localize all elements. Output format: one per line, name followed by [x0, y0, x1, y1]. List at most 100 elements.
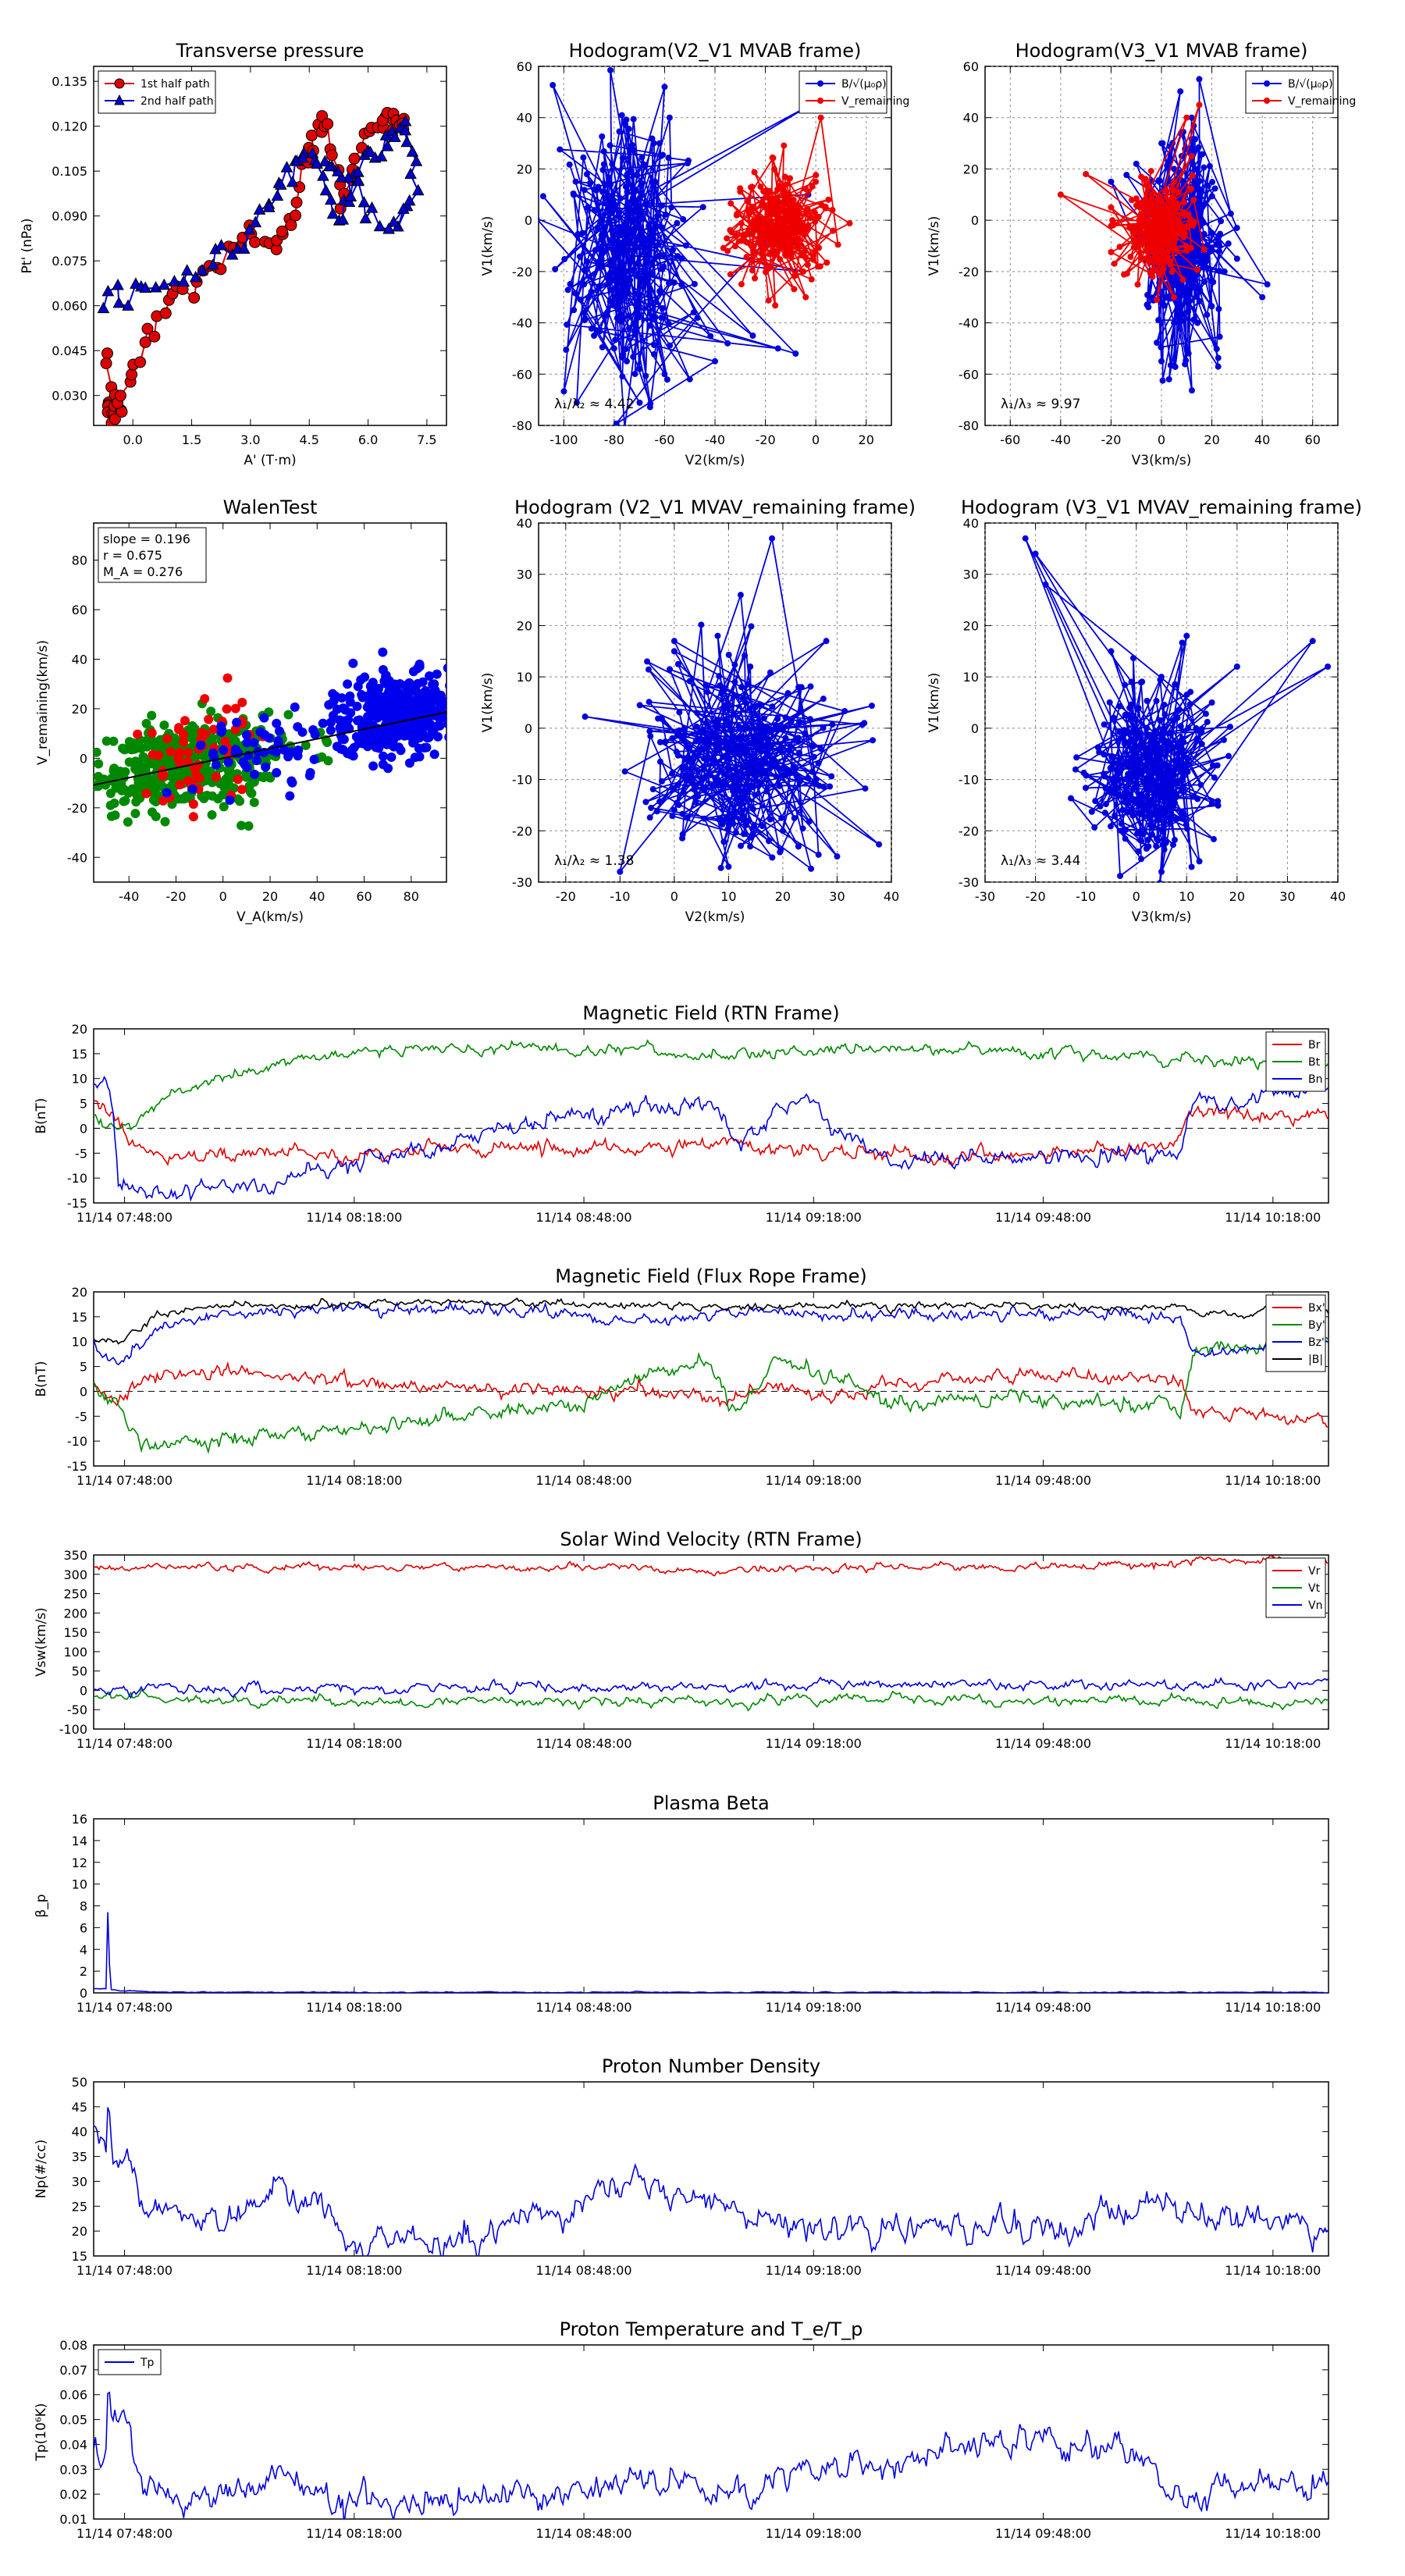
hodogram-point — [766, 251, 773, 258]
hodogram-point — [637, 231, 644, 238]
hodogram-point — [1158, 674, 1165, 681]
hodogram-point — [669, 770, 676, 777]
hodogram-point — [1158, 343, 1165, 350]
hodogram-point — [1131, 236, 1138, 243]
eigenvalue-ratio: λ₁/λ₃ ≈ 9.97 — [1001, 397, 1080, 412]
hodogram-point — [1101, 809, 1108, 817]
hodogram-point — [1133, 195, 1140, 202]
scatter-point — [429, 687, 439, 697]
hodogram-point — [621, 246, 628, 253]
data-point — [215, 238, 228, 251]
hodogram-point — [616, 128, 623, 135]
hodogram-point — [655, 241, 662, 248]
hodogram-point — [674, 660, 681, 667]
hodogram-point — [581, 309, 588, 316]
hodogram-point — [620, 229, 627, 237]
hodogram-point — [1121, 799, 1128, 806]
y-tick-label: -10 — [512, 773, 532, 788]
eigenvalue-ratio: λ₁/λ₃ ≈ 3.44 — [1001, 853, 1080, 869]
hodogram-point — [694, 315, 701, 322]
x-tick-label: 3.0 — [240, 432, 260, 447]
x-tick-label: 40 — [1254, 432, 1270, 447]
scatter-point — [250, 769, 260, 779]
scatter-point — [427, 727, 437, 737]
data-point — [108, 413, 121, 425]
hodogram-point — [730, 820, 737, 827]
hodogram-point — [702, 756, 710, 763]
hodogram-point — [1144, 774, 1151, 781]
hodogram-point — [1155, 192, 1162, 199]
data-point — [336, 213, 350, 225]
hodogram-point — [1190, 222, 1197, 229]
hodogram-point — [665, 155, 672, 162]
hodogram-point — [699, 728, 706, 735]
hodogram-point — [1204, 182, 1211, 189]
data-point — [348, 152, 361, 165]
hodogram-point — [1116, 703, 1123, 710]
x-tick-label: 10 — [720, 889, 736, 904]
hodogram-point — [716, 673, 723, 680]
hodogram-point — [593, 187, 600, 194]
hodogram-point — [624, 284, 631, 291]
data-point — [101, 347, 113, 360]
hodogram-point — [823, 259, 831, 266]
hodogram-point — [1159, 825, 1166, 832]
hodogram-point — [1175, 189, 1182, 196]
y-axis-label: V1(km/s) — [927, 216, 942, 276]
scatter-point — [130, 764, 140, 774]
hodogram-point — [1214, 762, 1221, 769]
hodogram-point — [776, 782, 783, 789]
scatter-point — [456, 724, 465, 734]
y-tick-label: 250 — [63, 1587, 87, 1602]
hodogram-point — [654, 212, 661, 219]
scatter-point — [222, 673, 233, 683]
hodogram-point — [774, 715, 781, 722]
data-point — [97, 301, 110, 314]
scatter-point — [188, 812, 198, 822]
scatter-point — [260, 730, 270, 740]
hodogram-point — [648, 804, 655, 811]
hodogram-point — [760, 756, 767, 763]
hodogram-point — [1147, 270, 1154, 277]
y-tick-label: 4 — [80, 1942, 87, 1957]
x-tick-label: 11/14 10:18:00 — [1225, 2263, 1321, 2278]
hodogram-point — [1153, 205, 1160, 212]
legend-label: Tp — [140, 2357, 155, 2369]
scatter-point — [147, 728, 157, 738]
hodogram-point — [567, 280, 574, 287]
y-tick-label: -15 — [67, 1459, 87, 1474]
hodogram-point — [694, 710, 701, 717]
y-tick-label: 80 — [72, 553, 87, 568]
hodogram-point — [645, 666, 652, 673]
hodogram-point — [644, 658, 651, 665]
scatter-point — [230, 724, 240, 735]
hodogram-point — [685, 157, 692, 164]
series-line-Br — [94, 1099, 1329, 1168]
hodogram-point — [1190, 197, 1197, 204]
x-tick-label: 11/14 08:48:00 — [536, 2000, 632, 2015]
hodogram-point — [1199, 201, 1206, 208]
scatter-point — [444, 733, 446, 742]
series-line-beta — [94, 1912, 1329, 1993]
hodogram-point — [1220, 736, 1227, 743]
hodogram-point — [649, 271, 656, 278]
scatter-point — [301, 740, 311, 750]
hodogram-point — [725, 863, 732, 870]
data-point — [399, 123, 412, 136]
x-tick-label: 11/14 08:48:00 — [536, 2263, 632, 2278]
hodogram-point — [681, 725, 688, 732]
hodogram-point — [610, 302, 617, 309]
scatter-point — [387, 710, 397, 720]
hodogram-point — [825, 196, 832, 203]
hodogram-point — [1129, 812, 1136, 819]
hodogram-point — [777, 207, 784, 214]
hodogram-point — [1126, 729, 1133, 736]
scatter-point — [223, 757, 233, 767]
scatter-point — [127, 738, 137, 748]
legend-label: B/√(μ₀ρ) — [841, 78, 887, 91]
y-tick-label: -5 — [75, 1409, 87, 1424]
hodogram-point — [718, 690, 725, 697]
x-tick-label: 40 — [884, 889, 899, 904]
hodogram-point — [674, 219, 681, 226]
data-point — [344, 190, 357, 202]
